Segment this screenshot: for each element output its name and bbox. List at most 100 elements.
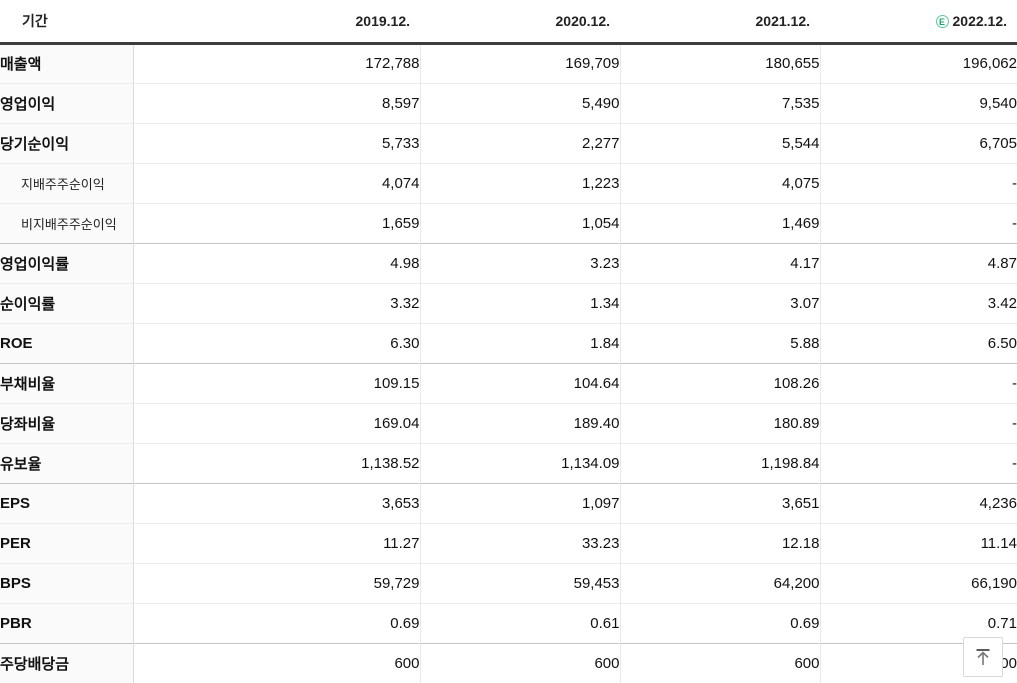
cell-value: 59,453 — [419, 562, 620, 603]
cell-value: 5,490 — [419, 82, 620, 123]
cell-value: 0.61 — [419, 602, 620, 643]
cell-value: 5.88 — [619, 322, 820, 363]
row-label: 비지배주주순이익 — [0, 202, 134, 243]
cell-value: 1,223 — [419, 162, 620, 203]
cell-value: 3.23 — [419, 242, 620, 283]
cell-value: 66,190 — [819, 562, 1017, 603]
column-header-period: 기간 — [0, 0, 133, 45]
estimate-icon: E — [935, 14, 949, 28]
cell-value: 6,705 — [819, 122, 1017, 163]
row-label: 지배주주순이익 — [0, 162, 134, 203]
cell-value: 3.32 — [133, 282, 420, 323]
cell-value: 600 — [419, 642, 620, 683]
table-row: 영업이익률 4.98 3.23 4.17 4.87 — [0, 242, 1017, 283]
cell-value: 169.04 — [133, 402, 420, 443]
cell-value: 3,651 — [619, 482, 820, 523]
cell-value: 8,597 — [133, 82, 420, 123]
cell-value: 3,653 — [133, 482, 420, 523]
cell-value: 6.30 — [133, 322, 420, 363]
row-label: PER — [0, 522, 134, 563]
cell-value: 33.23 — [419, 522, 620, 563]
cell-value: 5,733 — [133, 122, 420, 163]
row-label: 매출액 — [0, 43, 134, 83]
cell-value: 180.89 — [619, 402, 820, 443]
table-row: 주당배당금 600 600 600 600 — [0, 642, 1017, 683]
cell-value: 600 — [133, 642, 420, 683]
cell-value: 3.42 — [819, 282, 1017, 323]
cell-value: 4,074 — [133, 162, 420, 203]
cell-value: 169,709 — [419, 43, 620, 83]
cell-value: - — [819, 402, 1017, 443]
scroll-to-top-button[interactable] — [963, 637, 1003, 677]
cell-value: 1,054 — [419, 202, 620, 243]
cell-value: 7,535 — [619, 82, 820, 123]
table-row: EPS 3,653 1,097 3,651 4,236 — [0, 482, 1017, 523]
table-row: 영업이익 8,597 5,490 7,535 9,540 — [0, 82, 1017, 123]
cell-value: 0.71 — [819, 602, 1017, 643]
table-row: PBR 0.69 0.61 0.69 0.71 — [0, 602, 1017, 643]
row-label: 유보율 — [0, 442, 134, 483]
cell-value: - — [819, 362, 1017, 403]
table-row: BPS 59,729 59,453 64,200 66,190 — [0, 562, 1017, 603]
table-row: ROE 6.30 1.84 5.88 6.50 — [0, 322, 1017, 363]
cell-value: 1,198.84 — [619, 442, 820, 483]
cell-value: 1,659 — [133, 202, 420, 243]
cell-value: 180,655 — [619, 43, 820, 83]
row-label: 주당배당금 — [0, 642, 134, 683]
row-label: 부채비율 — [0, 362, 134, 403]
cell-value: 4.98 — [133, 242, 420, 283]
cell-value: 189.40 — [419, 402, 620, 443]
cell-value: 59,729 — [133, 562, 420, 603]
cell-value: 11.14 — [819, 522, 1017, 563]
column-header-2021: 2021.12. — [620, 0, 820, 45]
table-header: 기간 2019.12. 2020.12. 2021.12. E 2022.12. — [0, 0, 1017, 45]
column-header-2022-label: 2022.12. — [952, 12, 1008, 29]
cell-value: 109.15 — [133, 362, 420, 403]
cell-value: 4,075 — [619, 162, 820, 203]
cell-value: 0.69 — [619, 602, 820, 643]
header-row: 기간 2019.12. 2020.12. 2021.12. E 2022.12. — [0, 0, 1017, 45]
row-label: 순이익률 — [0, 282, 134, 323]
column-header-2020: 2020.12. — [420, 0, 620, 45]
table-body: 매출액 172,788 169,709 180,655 196,062 영업이익 8,597… — [0, 43, 1017, 683]
cell-value: 600 — [619, 642, 820, 683]
row-label: EPS — [0, 482, 134, 523]
cell-value: 4.17 — [619, 242, 820, 283]
table-row: 지배주주순이익 4,074 1,223 4,075- — [0, 162, 1017, 203]
cell-value: - — [819, 162, 1017, 203]
cell-value: 1,097 — [419, 482, 620, 523]
row-label: ROE — [0, 322, 134, 363]
scroll-to-top-icon — [972, 646, 994, 668]
row-label: BPS — [0, 562, 134, 603]
cell-value: 196,062 — [819, 43, 1017, 83]
cell-value: 1,138.52 — [133, 442, 420, 483]
cell-value: 108.26 — [619, 362, 820, 403]
row-label: 당좌비율 — [0, 402, 134, 443]
table-row: 유보율 1,138.52 1,134.09 1,198.84- — [0, 442, 1017, 483]
table-row: 당기순이익 5,733 2,277 5,544 6,705 — [0, 122, 1017, 163]
row-label: 영업이익률 — [0, 242, 134, 283]
cell-value: 9,540 — [819, 82, 1017, 123]
table-row: 매출액 172,788 169,709 180,655 196,062 — [0, 43, 1017, 83]
table-row: 부채비율 109.15 104.64 108.26- — [0, 362, 1017, 403]
cell-value: 3.07 — [619, 282, 820, 323]
cell-value: 1,469 — [619, 202, 820, 243]
cell-value: 2,277 — [419, 122, 620, 163]
cell-value: - — [819, 202, 1017, 243]
cell-value: 4,236 — [819, 482, 1017, 523]
cell-value: 5,544 — [619, 122, 820, 163]
table-row: 비지배주주순이익 1,659 1,054 1,469- — [0, 202, 1017, 243]
table-row: 순이익률 3.32 1.34 3.07 3.42 — [0, 282, 1017, 323]
row-label: PBR — [0, 602, 134, 643]
row-label: 영업이익 — [0, 82, 134, 123]
cell-value: 172,788 — [133, 43, 420, 83]
column-header-2022-estimate: E 2022.12. — [820, 0, 1017, 45]
cell-value: 1.84 — [419, 322, 620, 363]
table-row: 당좌비율 169.04 189.40 180.89- — [0, 402, 1017, 443]
cell-value: 6.50 — [819, 322, 1017, 363]
cell-value: 11.27 — [133, 522, 420, 563]
cell-value: 1.34 — [419, 282, 620, 323]
row-label: 당기순이익 — [0, 122, 134, 163]
cell-value: - — [819, 442, 1017, 483]
cell-value: 4.87 — [819, 242, 1017, 283]
